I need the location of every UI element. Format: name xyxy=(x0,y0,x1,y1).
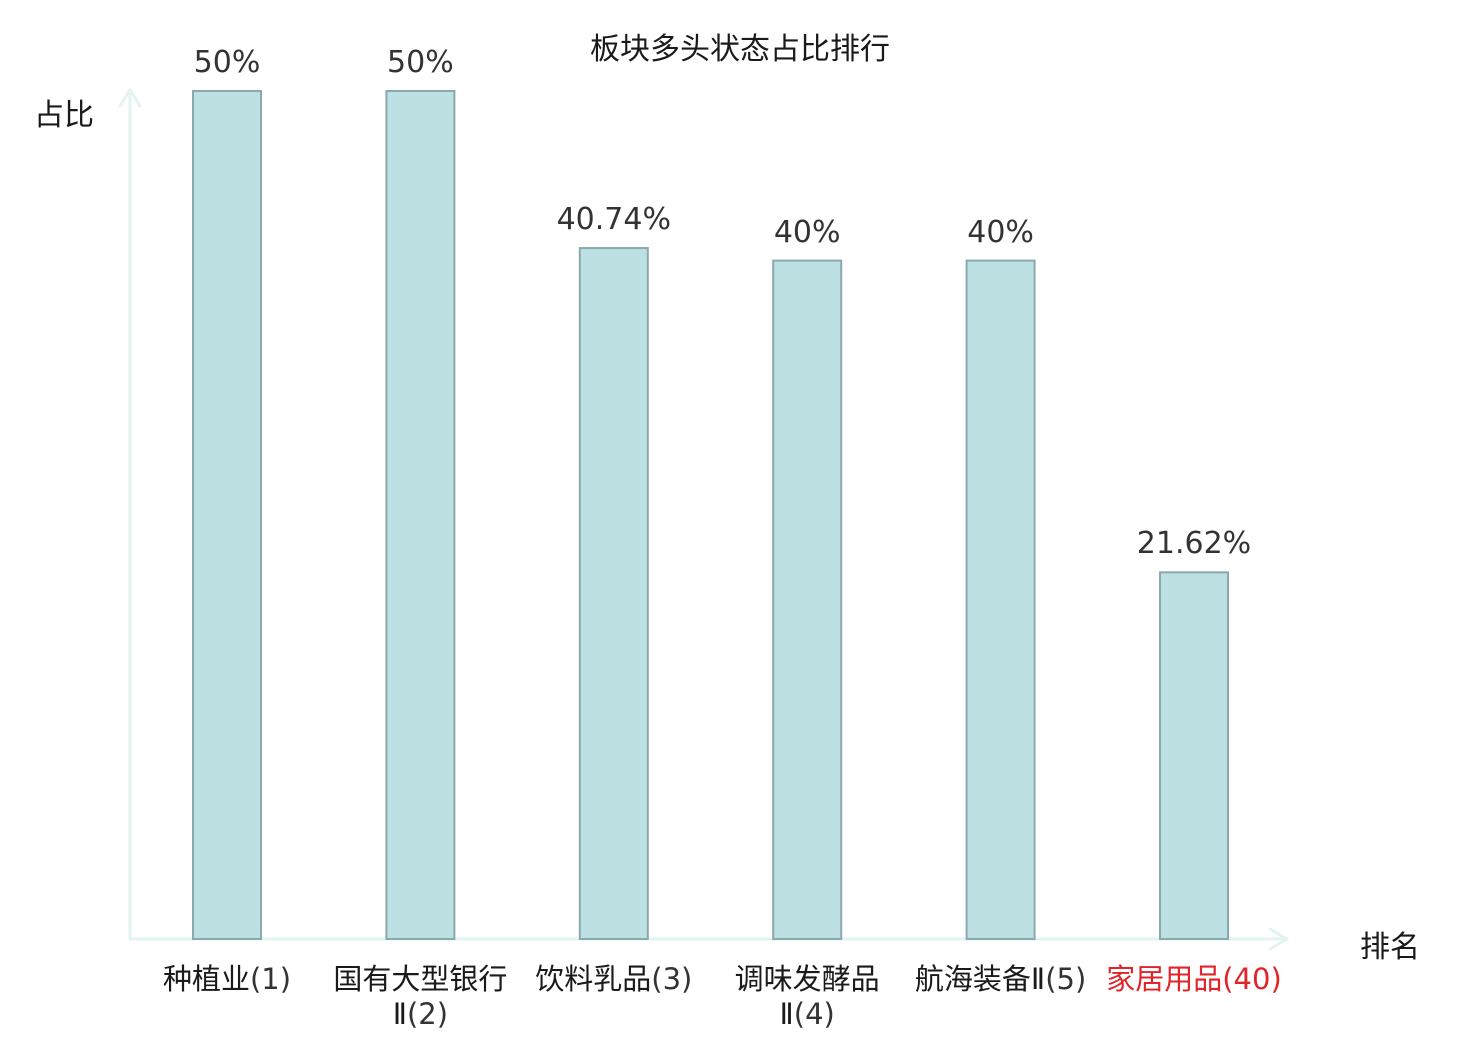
bars xyxy=(192,90,1229,941)
bar-5 xyxy=(965,259,1036,941)
x-axis-arrow xyxy=(1268,927,1289,951)
category-label: 国有大型银行Ⅱ(2) xyxy=(320,962,520,1032)
category-rank: (40) xyxy=(1222,962,1282,996)
category-name: 家居用品 xyxy=(1106,962,1223,996)
category-rank: (3) xyxy=(651,962,693,996)
category-label: 航海装备Ⅱ(5) xyxy=(901,962,1101,997)
bar-value-label: 50% xyxy=(193,45,261,80)
bar-value-label: 50% xyxy=(387,45,454,80)
category-name: 航海装备Ⅱ xyxy=(914,962,1046,996)
bar-value-label: 40% xyxy=(773,214,841,250)
category-rank: (5) xyxy=(1045,962,1087,996)
bar-value-label: 40% xyxy=(967,214,1034,250)
bar-3 xyxy=(578,247,649,940)
axes xyxy=(118,88,1289,951)
category-label: 种植业(1) xyxy=(127,962,327,997)
chart-title: 板块多头状态占比排行 xyxy=(590,32,890,67)
category-name: 调味发酵品Ⅱ xyxy=(734,962,880,1031)
category-label: 饮料乳品(3) xyxy=(514,962,714,997)
category-name: 种植业 xyxy=(162,962,250,996)
bar-1 xyxy=(192,90,262,940)
y-axis-label: 占比 xyxy=(34,98,94,133)
category-name: 饮料乳品 xyxy=(535,962,652,996)
category-rank: (4) xyxy=(793,996,835,1031)
category-name: 国有大型银行Ⅱ xyxy=(333,962,508,1031)
bar-4 xyxy=(772,259,843,941)
bar-value-label: 40.74% xyxy=(556,202,671,238)
bar-value-label: 21.62% xyxy=(1136,526,1252,562)
y-axis-arrow xyxy=(118,88,142,108)
category-label: 家居用品(40) xyxy=(1094,962,1294,997)
x-axis-label: 排名 xyxy=(1360,930,1420,965)
bar-6 xyxy=(1159,571,1229,941)
category-label: 调味发酵品Ⅱ(4) xyxy=(707,962,907,1032)
category-rank: (1) xyxy=(249,962,292,996)
bar-2 xyxy=(385,90,456,940)
category-rank: (2) xyxy=(406,996,449,1031)
